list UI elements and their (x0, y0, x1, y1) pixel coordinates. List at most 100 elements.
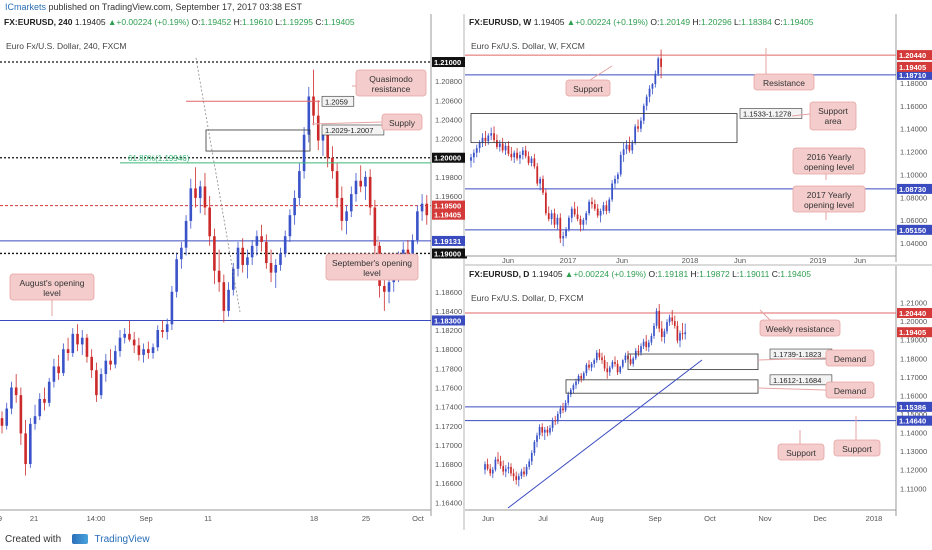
candle[interactable] (651, 82, 654, 95)
candle[interactable] (123, 328, 127, 344)
callout-support-daily-1[interactable]: Support (777, 430, 825, 461)
candle[interactable] (582, 371, 585, 381)
candle[interactable] (660, 321, 663, 342)
candle[interactable] (556, 214, 559, 230)
candle[interactable] (654, 70, 657, 88)
candle[interactable] (679, 330, 681, 348)
chart-panel-weekly[interactable]: FX:EURUSD, W 1.19405 ▲+0.00224 (+0.19%) … (465, 14, 932, 265)
candle[interactable] (241, 238, 245, 273)
tradingview-link[interactable]: TradingView (94, 534, 150, 545)
candle[interactable] (541, 423, 544, 437)
candle[interactable] (490, 127, 493, 141)
candle[interactable] (326, 129, 329, 168)
candle[interactable] (194, 167, 197, 208)
candle[interactable] (622, 142, 625, 162)
candle[interactable] (556, 411, 559, 425)
candle[interactable] (349, 186, 353, 218)
candle[interactable] (543, 426, 546, 440)
candle[interactable] (345, 205, 348, 235)
candle[interactable] (513, 150, 516, 163)
candle[interactable] (213, 228, 216, 285)
candle[interactable] (151, 343, 155, 359)
callout-quasimodo[interactable]: QuasimodoresistanceQuasimodo resistance (352, 69, 427, 97)
candle[interactable] (184, 215, 188, 256)
candle[interactable] (619, 365, 622, 375)
candle[interactable] (585, 362, 588, 376)
candle[interactable] (553, 208, 556, 229)
candle[interactable] (76, 324, 79, 352)
candle[interactable] (551, 417, 554, 432)
callout-support-daily-2[interactable]: Support (833, 416, 881, 457)
candle[interactable] (559, 213, 562, 243)
zone-box[interactable] (565, 379, 759, 394)
candle[interactable] (507, 141, 510, 157)
candle[interactable] (562, 231, 565, 247)
candle[interactable] (484, 461, 486, 475)
candle[interactable] (298, 163, 301, 206)
candle[interactable] (99, 368, 103, 399)
candle[interactable] (19, 387, 23, 445)
candle[interactable] (593, 199, 596, 211)
candle[interactable] (533, 439, 536, 456)
candle[interactable] (231, 263, 235, 296)
candle[interactable] (580, 373, 583, 383)
candle[interactable] (536, 432, 538, 448)
candle[interactable] (80, 330, 84, 355)
candle[interactable] (217, 249, 221, 292)
candle[interactable] (663, 328, 666, 344)
candle[interactable] (132, 331, 136, 354)
candle[interactable] (520, 468, 523, 479)
candle[interactable] (671, 310, 674, 325)
candle[interactable] (222, 274, 226, 323)
candle[interactable] (416, 205, 419, 244)
candle[interactable] (657, 56, 660, 77)
candle[interactable] (57, 354, 60, 380)
candle[interactable] (542, 175, 544, 195)
candle[interactable] (645, 335, 648, 351)
candle[interactable] (568, 215, 570, 232)
candle[interactable] (601, 352, 603, 364)
candle[interactable] (0, 411, 4, 434)
candle[interactable] (658, 304, 661, 333)
candle[interactable] (472, 149, 475, 163)
candle[interactable] (118, 330, 122, 357)
candle[interactable] (486, 458, 489, 471)
candle[interactable] (283, 230, 287, 258)
candle[interactable] (274, 259, 278, 288)
callout-resistance[interactable]: Resistance (753, 48, 815, 91)
candle[interactable] (642, 338, 645, 350)
candle[interactable] (645, 94, 648, 111)
candle[interactable] (515, 471, 518, 485)
candle[interactable] (260, 224, 263, 252)
candle[interactable] (576, 206, 579, 222)
candle[interactable] (302, 127, 306, 179)
candle[interactable] (530, 156, 533, 167)
callout-supply[interactable]: Supply (311, 113, 423, 131)
candle[interactable] (340, 186, 344, 231)
candle[interactable] (595, 349, 598, 363)
candle[interactable] (66, 337, 70, 361)
candle[interactable] (189, 178, 193, 229)
candle[interactable] (579, 215, 582, 232)
candle[interactable] (5, 402, 9, 430)
callout-demand-1[interactable]: Demand (757, 349, 875, 367)
candle[interactable] (478, 140, 481, 153)
candle[interactable] (494, 456, 497, 472)
publisher-name[interactable]: ICmarkets (5, 2, 47, 12)
candle[interactable] (550, 209, 553, 225)
candle[interactable] (530, 450, 533, 466)
candle[interactable] (668, 314, 671, 326)
candle[interactable] (629, 354, 632, 366)
candle[interactable] (596, 204, 599, 218)
candle[interactable] (475, 144, 478, 158)
candle[interactable] (608, 197, 611, 214)
candle[interactable] (565, 226, 567, 239)
candle[interactable] (502, 460, 505, 476)
candle[interactable] (533, 153, 536, 169)
chart-area[interactable]: FX:EURUSD, 240 1.19405 ▲+0.00224 (+0.19%… (0, 14, 932, 530)
candle[interactable] (52, 358, 56, 388)
candle[interactable] (539, 176, 542, 191)
candle[interactable] (562, 402, 564, 414)
candle[interactable] (493, 126, 495, 143)
